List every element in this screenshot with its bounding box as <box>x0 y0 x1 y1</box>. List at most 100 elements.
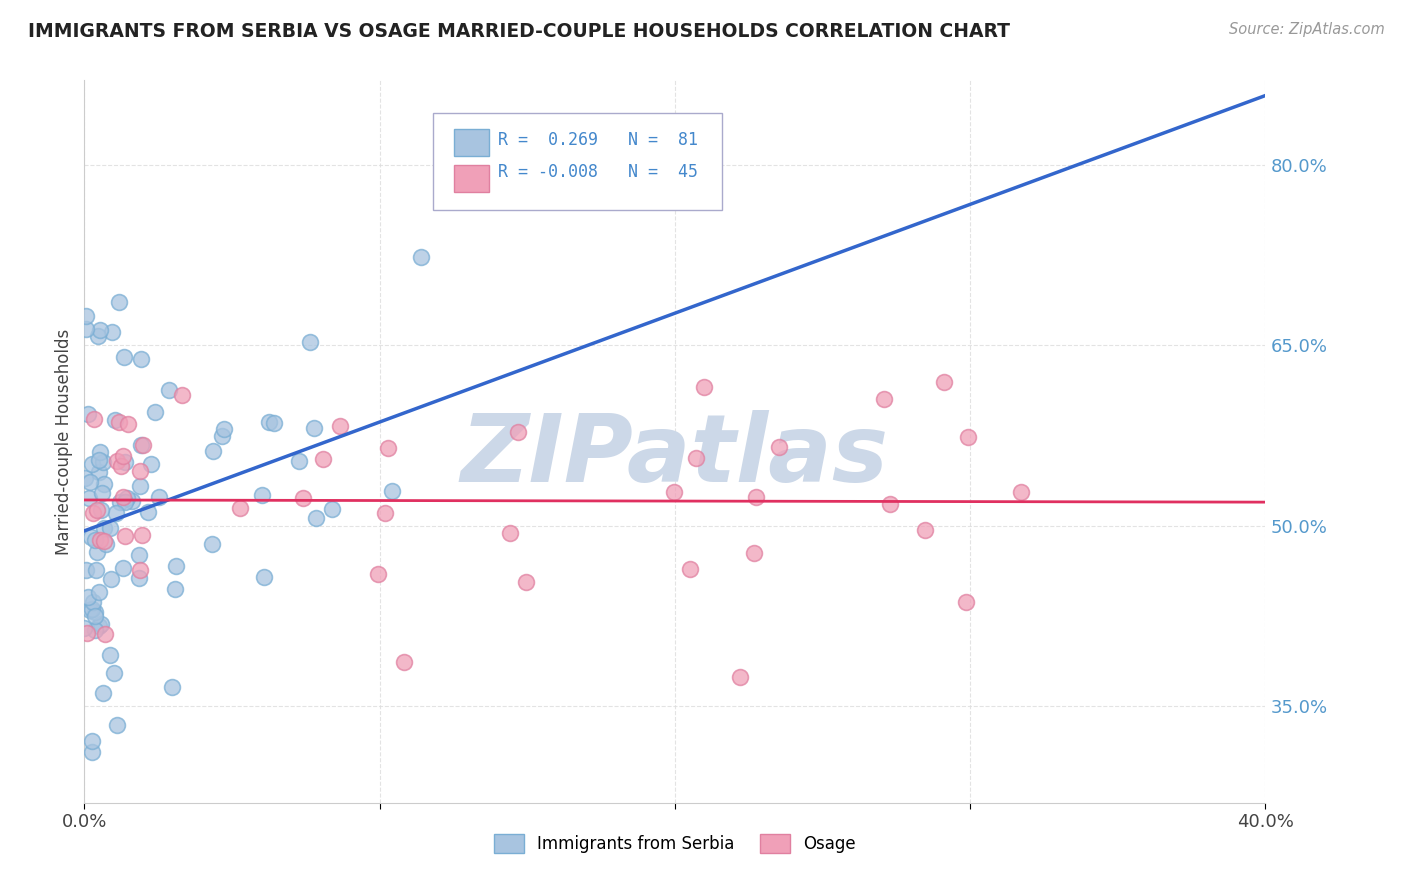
Text: Source: ZipAtlas.com: Source: ZipAtlas.com <box>1229 22 1385 37</box>
Point <box>94 626 117 640</box>
Point <box>94 537 117 551</box>
Text: R = -0.008   N =  45: R = -0.008 N = 45 <box>498 163 697 181</box>
Point <box>163 582 186 596</box>
Point <box>662 484 685 499</box>
Point <box>100 521 122 535</box>
Point <box>100 326 122 340</box>
Point <box>87 465 110 479</box>
Point <box>84 533 107 547</box>
Point <box>80 601 103 615</box>
Point <box>87 453 110 467</box>
Point <box>108 295 131 310</box>
Point <box>128 549 150 563</box>
Point <box>93 476 115 491</box>
Point <box>298 334 321 349</box>
Point <box>110 458 132 473</box>
Point <box>105 454 128 468</box>
Point <box>291 491 314 505</box>
Point <box>84 605 107 619</box>
Point <box>105 718 128 732</box>
Point <box>250 488 273 502</box>
Point <box>82 595 104 609</box>
Point <box>86 502 108 516</box>
Point <box>90 486 112 500</box>
Point <box>112 350 135 364</box>
Point <box>515 575 537 590</box>
Bar <box>454 165 489 193</box>
Point <box>263 416 285 430</box>
Point <box>257 415 280 429</box>
Point <box>914 523 936 537</box>
Point <box>253 570 276 584</box>
Point <box>87 328 110 343</box>
Point <box>89 585 111 599</box>
FancyBboxPatch shape <box>433 112 723 211</box>
Point <box>934 376 956 390</box>
Point <box>103 665 125 680</box>
Point <box>957 430 980 444</box>
Point <box>80 745 103 759</box>
Point <box>86 545 108 559</box>
Point <box>91 686 114 700</box>
Point <box>955 595 977 609</box>
Point <box>148 490 170 504</box>
Point <box>411 250 433 264</box>
Point <box>83 411 105 425</box>
Point <box>98 648 121 662</box>
Point <box>157 383 180 397</box>
Point <box>132 438 155 452</box>
Point <box>165 558 187 573</box>
Point <box>768 440 790 454</box>
Point <box>79 603 101 617</box>
Point <box>105 506 128 520</box>
Point <box>692 380 714 394</box>
Point <box>139 457 162 471</box>
Text: IMMIGRANTS FROM SERBIA VS OSAGE MARRIED-COUPLE HOUSEHOLDS CORRELATION CHART: IMMIGRANTS FROM SERBIA VS OSAGE MARRIED-… <box>28 22 1010 41</box>
Point <box>90 616 112 631</box>
Point <box>321 502 343 516</box>
Point <box>745 491 768 505</box>
Point <box>75 322 97 336</box>
Point <box>873 392 896 407</box>
Point <box>129 351 152 366</box>
Point <box>117 491 139 505</box>
Point <box>77 491 100 505</box>
Point <box>381 483 404 498</box>
Point <box>742 546 765 560</box>
Point <box>499 525 522 540</box>
Point <box>108 415 131 429</box>
Point <box>201 537 224 551</box>
Point <box>89 323 111 337</box>
Point <box>129 478 152 492</box>
Point <box>87 619 110 633</box>
Point <box>128 571 150 585</box>
Point <box>91 454 114 468</box>
Point <box>82 506 104 520</box>
Point <box>329 419 352 434</box>
Point <box>143 404 166 418</box>
Point <box>1010 485 1032 500</box>
Point <box>111 560 134 574</box>
Point <box>506 425 529 440</box>
Point <box>84 624 107 638</box>
Point <box>377 442 399 456</box>
Point <box>728 670 751 684</box>
Point <box>129 563 152 577</box>
Point <box>114 528 136 542</box>
Point <box>229 501 252 516</box>
Point <box>112 449 135 463</box>
Point <box>82 457 104 471</box>
Point <box>117 417 139 432</box>
Point <box>211 429 233 443</box>
Point <box>93 521 115 535</box>
Point <box>305 511 328 525</box>
Point <box>100 572 122 586</box>
Point <box>75 309 97 323</box>
Point <box>73 621 96 635</box>
Point <box>84 563 107 577</box>
Point <box>172 388 194 402</box>
Point <box>108 494 131 508</box>
Point <box>76 408 98 422</box>
Point <box>879 497 901 511</box>
Point <box>114 494 136 508</box>
